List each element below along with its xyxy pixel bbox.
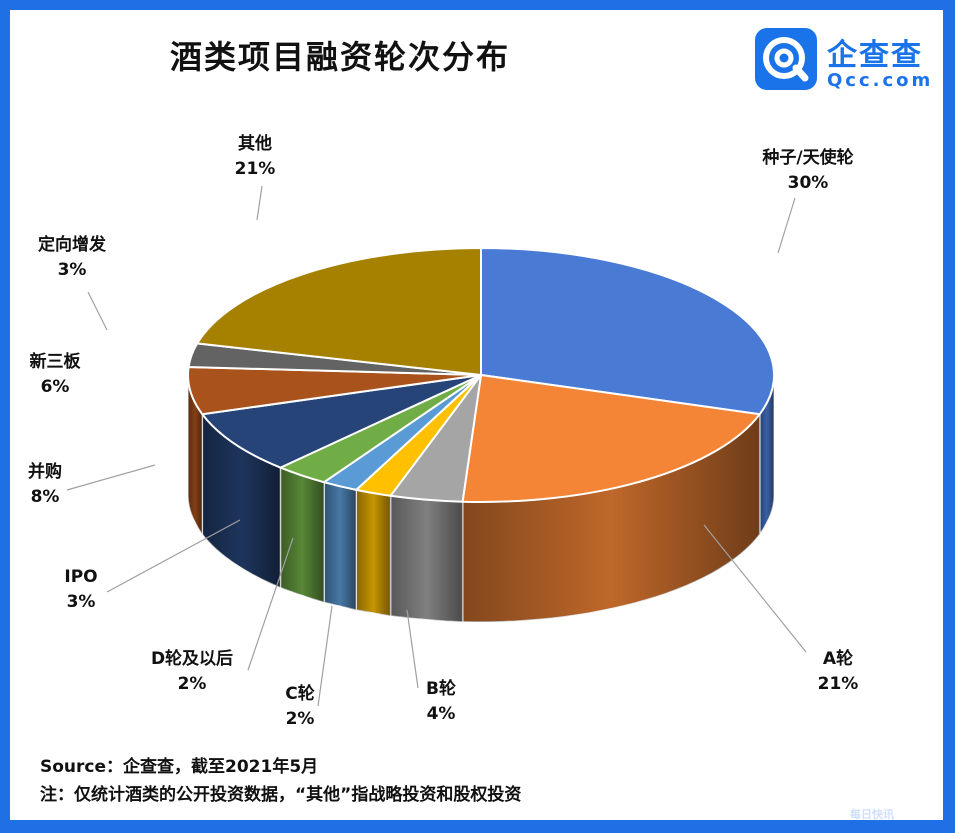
slice-pct: 4% [427,704,456,724]
leader-D轮及以后 [247,537,294,671]
slice-种子/天使轮 [480,246,775,416]
side-shade-D轮及以后 [324,482,357,610]
logo-domain: Qcc.com [827,70,934,91]
side-shade-新三板 [188,375,203,535]
slice-A轮 [461,373,762,503]
side-shade-B轮 [390,495,463,622]
leader-种子/天使轮 [777,197,796,254]
slice-label: 种子/天使轮 [761,147,853,168]
side-shade-C轮 [356,489,391,616]
footnote: 注：仅统计酒类的公开投资数据，“其他”指战略投资和股权投资 [40,785,522,805]
leader-IPO [106,519,241,593]
slice-label: 定向增发 [38,234,107,255]
slice-pct: 30% [788,173,829,193]
slice-pct: 2% [286,709,315,729]
leader-其他 [256,185,263,221]
slice-pct: 21% [818,674,859,694]
slice-label: IPO [64,567,97,587]
slice-并购 [200,374,482,469]
leader-B轮 [406,609,419,689]
leader-A轮 [703,524,807,653]
slice-label: C轮 [285,683,314,704]
slice-label: B轮 [426,678,456,699]
qcc-logo: 企查查 Qcc.com [755,28,935,98]
leader-并购 [66,464,156,491]
qcc-logo-icon [755,28,817,90]
slice-pct: 8% [31,487,60,507]
pie-tops [187,246,775,503]
logo-name: 企查查 [827,38,923,73]
slice-pct: 3% [67,592,96,612]
slice-label: 并购 [28,461,62,482]
leader-lines [66,185,807,707]
slice-pct: 3% [58,260,87,280]
leader-定向增发 [87,291,108,331]
leader-C轮 [317,605,333,707]
slice-pct: 2% [178,674,207,694]
side-shade-种子/天使轮 [759,375,774,535]
slice-label: A轮 [823,648,853,669]
slice-label: 其他 [238,133,272,154]
slice-pct: 6% [41,377,70,397]
slice-labels: 种子/天使轮 30% A轮 21% B轮 4% C轮 2% D轮及以后 2% IPO 3% 并购 8% 新三… [28,133,858,729]
side-shade-IPO [280,467,324,603]
chart-title: 酒类项目融资轮次分布 [169,38,510,76]
slice-pct: 21% [235,159,276,179]
slice-label: D轮及以后 [151,648,233,669]
slice-其他 [195,246,482,377]
side-shade-并购 [202,414,281,588]
source-note: Source：企查查，截至2021年5月 [40,757,319,777]
slice-label: 新三板 [30,351,82,372]
pie-sides [187,375,775,623]
bottom-mark: 每日快讯 [850,808,894,821]
